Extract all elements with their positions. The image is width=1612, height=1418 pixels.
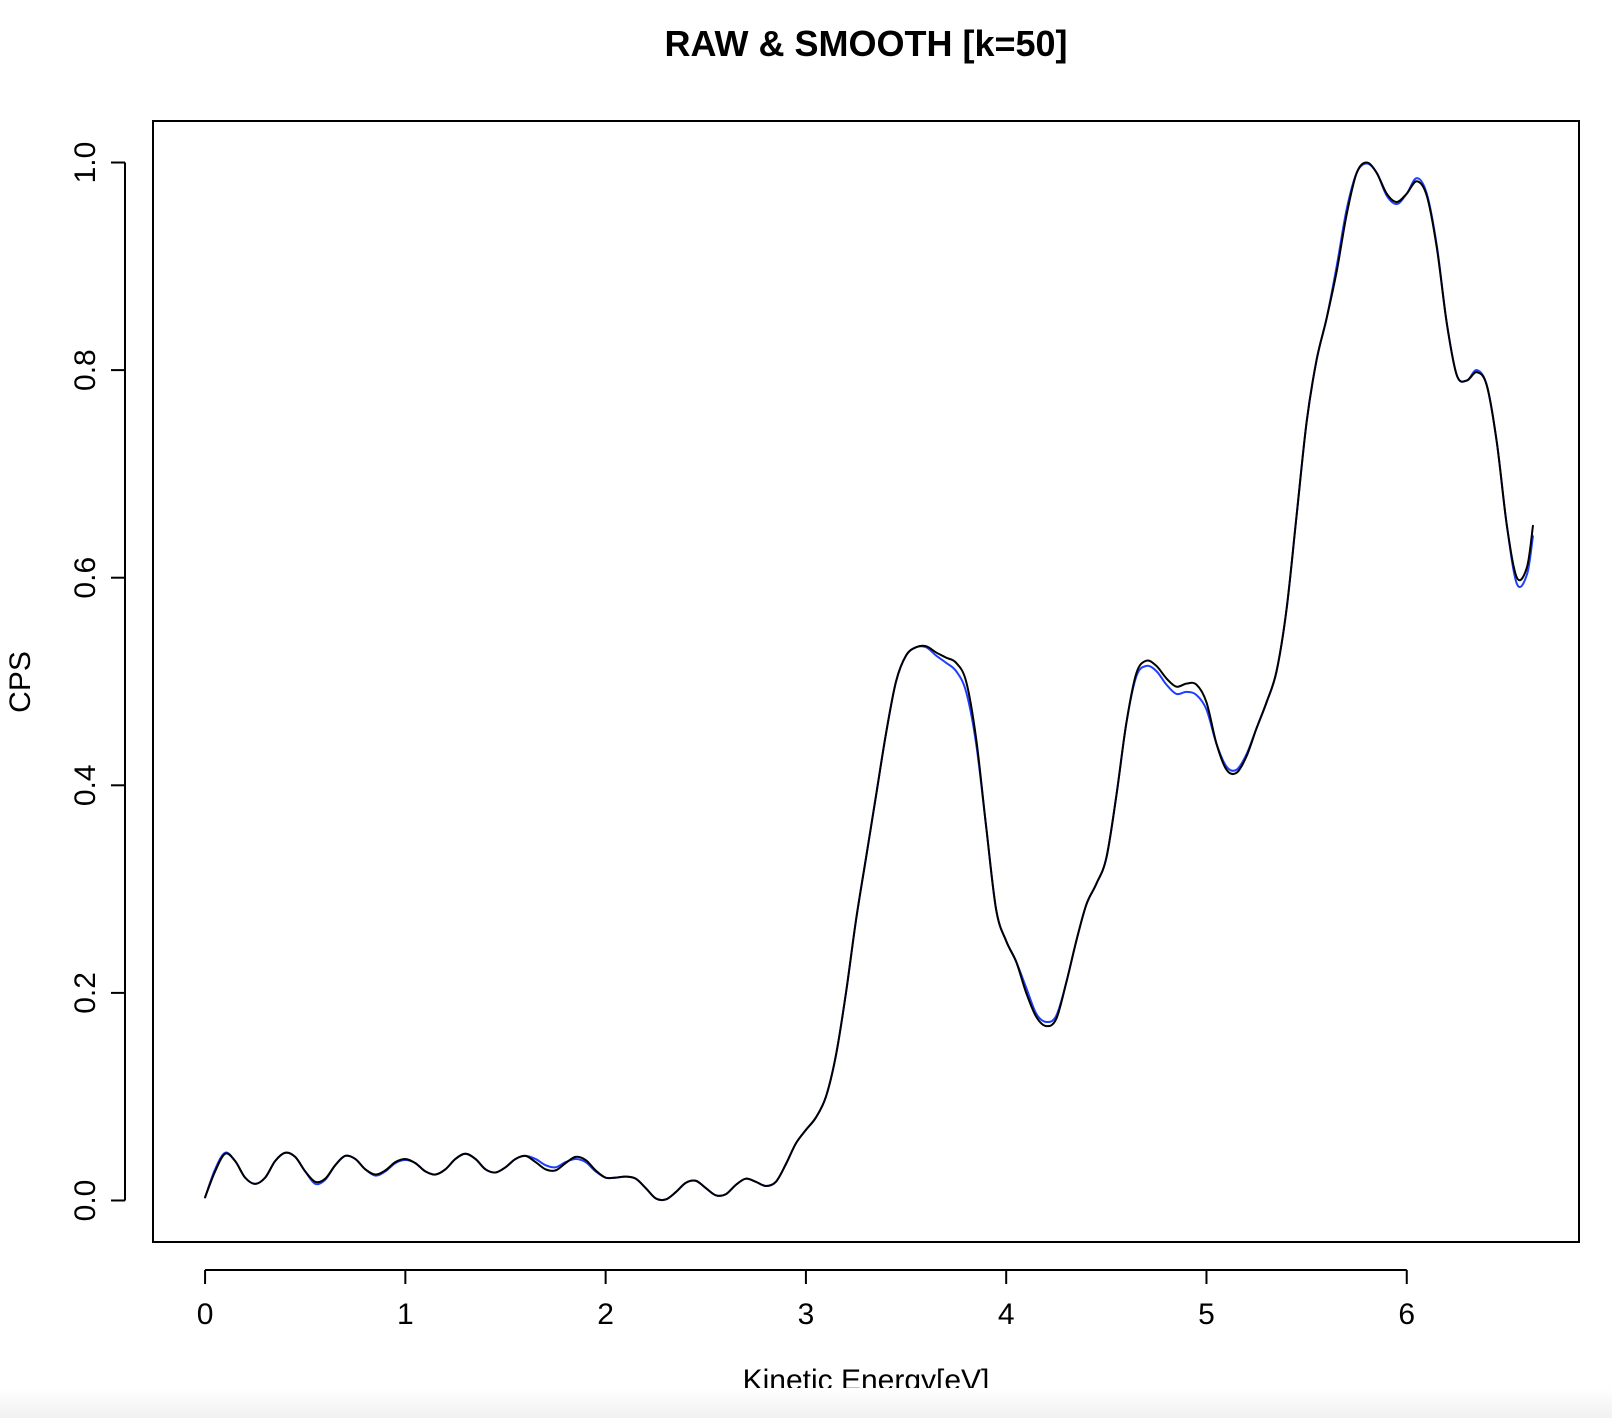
y-tick-label: 0.8 — [69, 349, 102, 391]
x-axis: 0 1 2 3 4 5 6 — [197, 1269, 1415, 1331]
x-tick-label: 0 — [197, 1298, 214, 1331]
x-tick-label: 3 — [798, 1298, 815, 1331]
window-bottom-edge — [0, 1388, 1612, 1418]
y-tick-label: 0.4 — [69, 764, 102, 806]
series-layer — [204, 161, 1534, 1202]
chart-title: RAW & SMOOTH [k=50] — [664, 23, 1067, 64]
x-tick-label: 5 — [1198, 1298, 1215, 1331]
series-line-black — [204, 161, 1534, 1202]
y-tick-label: 0.2 — [69, 972, 102, 1014]
y-axis-label: CPS — [4, 651, 37, 713]
y-axis: 0.0 0.2 0.4 0.6 0.8 1.0 — [69, 142, 126, 1222]
y-tick-label: 1.0 — [69, 142, 102, 184]
x-tick-label: 2 — [597, 1298, 614, 1331]
series-line-blue — [204, 162, 1534, 1202]
y-tick-label: 0.6 — [69, 557, 102, 599]
x-tick-label: 4 — [998, 1298, 1015, 1331]
x-tick-label: 6 — [1398, 1298, 1415, 1331]
x-tick-label: 1 — [397, 1298, 414, 1331]
y-tick-label: 0.0 — [69, 1180, 102, 1222]
plot-frame — [152, 120, 1580, 1243]
